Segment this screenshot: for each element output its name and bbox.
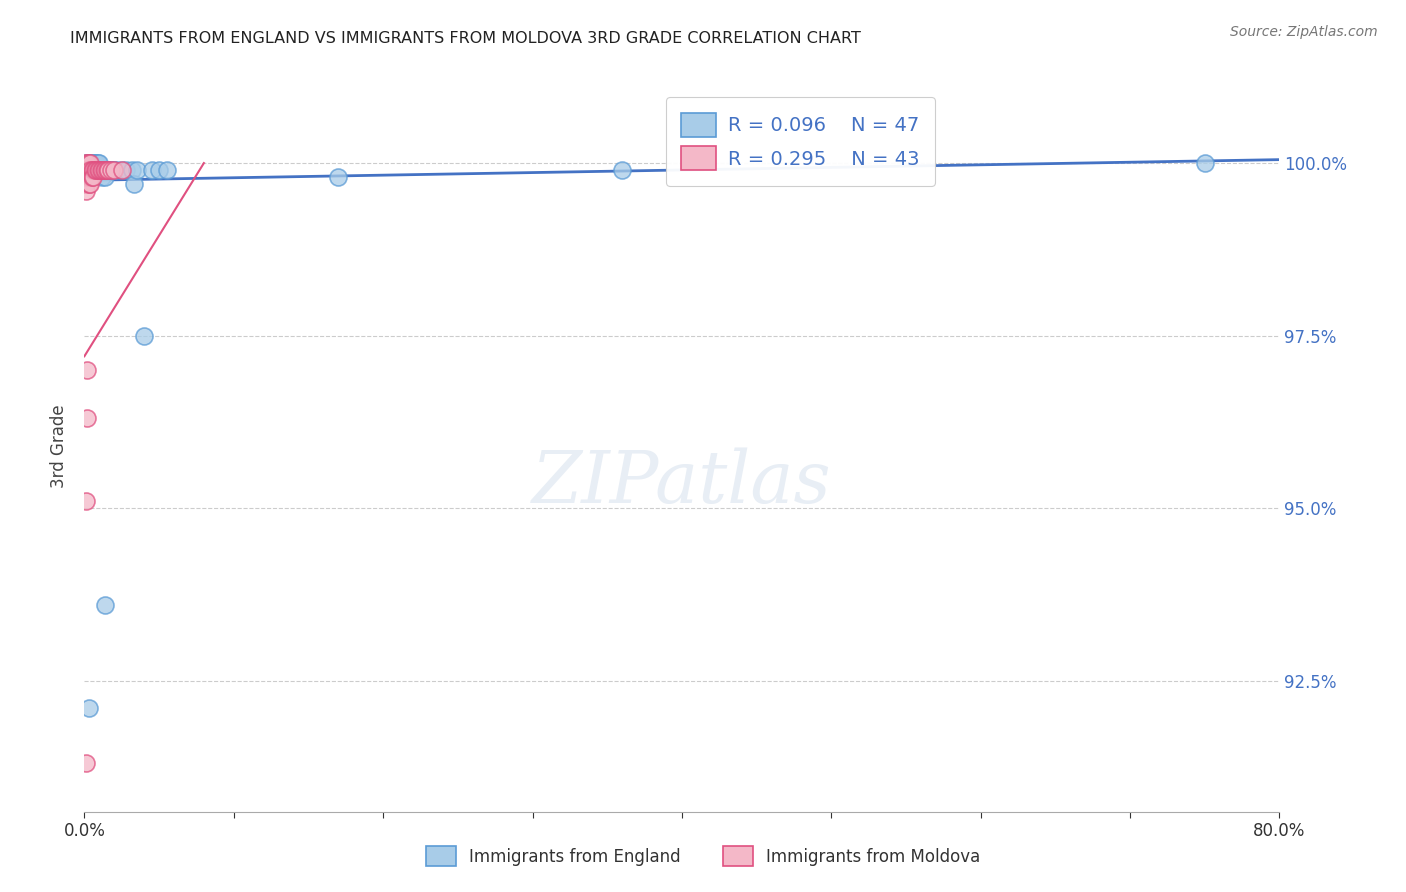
Point: [83, 163, 105, 178]
Point: [121, 163, 143, 178]
Point: [80, 156, 103, 170]
Point: [101, 163, 124, 178]
Point: [79, 163, 101, 178]
Point: [86, 163, 108, 178]
Point: [75, 177, 97, 191]
Point: [79, 156, 101, 170]
Point: [97, 163, 120, 178]
Point: [100, 163, 122, 178]
Point: [77, 177, 100, 191]
Point: [83, 156, 105, 170]
Point: [82, 169, 104, 184]
Legend: R = 0.096    N = 47, R = 0.295    N = 43: R = 0.096 N = 47, R = 0.295 N = 43: [666, 97, 935, 186]
Point: [76, 163, 98, 178]
Point: [115, 163, 138, 178]
Point: [155, 163, 177, 178]
Point: [79, 177, 101, 191]
Point: [75, 169, 97, 184]
Point: [91, 163, 114, 178]
Point: [76, 163, 98, 178]
Point: [76, 156, 98, 170]
Point: [98, 163, 121, 178]
Point: [76, 169, 98, 184]
Point: [75, 184, 97, 198]
Point: [141, 163, 163, 178]
Point: [77, 156, 100, 170]
Point: [96, 163, 118, 178]
Point: [148, 163, 170, 178]
Point: [75, 169, 97, 184]
Point: [75, 163, 97, 178]
Point: [77, 163, 100, 178]
Text: ZIPatlas: ZIPatlas: [531, 447, 832, 518]
Point: [105, 163, 128, 178]
Point: [77, 169, 100, 184]
Point: [79, 169, 101, 184]
Point: [76, 156, 98, 170]
Point: [87, 163, 110, 178]
Point: [80, 163, 103, 178]
Point: [77, 169, 100, 184]
Point: [132, 328, 156, 343]
Point: [86, 156, 108, 170]
Point: [111, 163, 134, 178]
Point: [89, 163, 111, 178]
Point: [94, 598, 117, 612]
Point: [96, 163, 118, 178]
Point: [89, 156, 111, 170]
Point: [75, 163, 97, 178]
Point: [77, 163, 100, 178]
Point: [122, 177, 145, 191]
Text: IMMIGRANTS FROM ENGLAND VS IMMIGRANTS FROM MOLDOVA 3RD GRADE CORRELATION CHART: IMMIGRANTS FROM ENGLAND VS IMMIGRANTS FR…: [70, 31, 860, 46]
Point: [77, 701, 100, 715]
Point: [90, 163, 112, 178]
Point: [111, 163, 134, 178]
Point: [76, 169, 98, 184]
Point: [93, 163, 115, 178]
Point: [79, 169, 101, 184]
Point: [76, 411, 98, 425]
Point: [90, 163, 112, 178]
Point: [87, 156, 110, 170]
Point: [77, 156, 100, 170]
Point: [79, 156, 101, 170]
Point: [100, 163, 122, 178]
Point: [80, 163, 103, 178]
Point: [1194, 156, 1216, 170]
Point: [75, 169, 97, 184]
Point: [82, 156, 104, 170]
Point: [75, 756, 97, 771]
Point: [91, 169, 114, 184]
Point: [86, 163, 108, 178]
Point: [75, 177, 97, 191]
Point: [75, 494, 97, 508]
Point: [75, 163, 97, 178]
Point: [82, 163, 104, 178]
Point: [97, 163, 120, 178]
Point: [125, 163, 148, 178]
Legend: Immigrants from England, Immigrants from Moldova: Immigrants from England, Immigrants from…: [418, 838, 988, 875]
Point: [82, 163, 104, 178]
Point: [76, 363, 98, 377]
Point: [103, 163, 125, 178]
Point: [76, 163, 98, 178]
Point: [75, 156, 97, 170]
Point: [87, 163, 110, 178]
Point: [94, 163, 117, 178]
Point: [83, 163, 105, 178]
Text: Source: ZipAtlas.com: Source: ZipAtlas.com: [1230, 25, 1378, 39]
Point: [93, 163, 115, 178]
Point: [75, 156, 97, 170]
Y-axis label: 3rd Grade: 3rd Grade: [51, 404, 69, 488]
Point: [103, 163, 125, 178]
Point: [89, 163, 111, 178]
Point: [612, 163, 634, 178]
Point: [80, 169, 103, 184]
Point: [328, 169, 350, 184]
Point: [94, 169, 117, 184]
Point: [79, 163, 101, 178]
